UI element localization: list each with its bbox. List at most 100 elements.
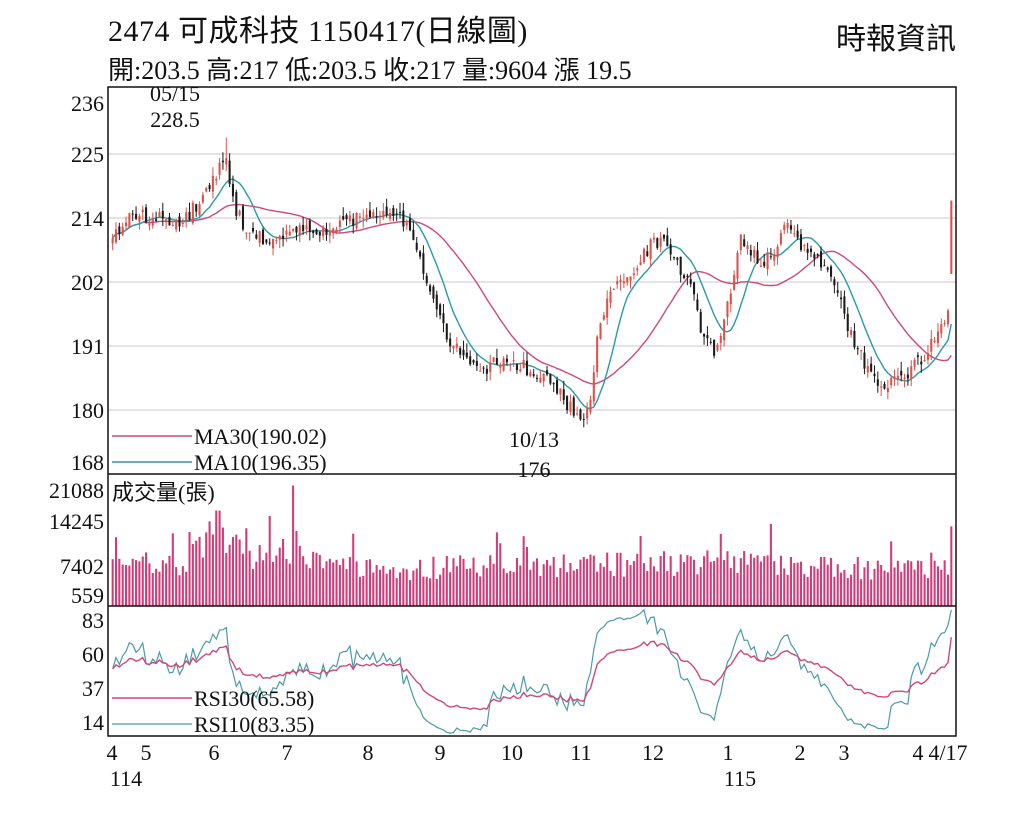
candle-body bbox=[499, 365, 502, 368]
ma10-line bbox=[112, 178, 952, 410]
candle-body bbox=[449, 338, 452, 347]
candle-body bbox=[278, 235, 281, 240]
candle-body bbox=[689, 279, 692, 284]
volume-bar bbox=[118, 558, 121, 606]
candle-body bbox=[405, 222, 408, 226]
candle-body bbox=[676, 257, 679, 260]
candle-body bbox=[138, 215, 141, 222]
volume-bar bbox=[228, 544, 231, 606]
candle-body bbox=[719, 335, 722, 344]
volume-bar bbox=[936, 566, 940, 606]
volume-bar bbox=[666, 571, 669, 606]
candle-body bbox=[783, 224, 786, 231]
candle-body bbox=[258, 231, 261, 243]
candle-body bbox=[559, 388, 562, 395]
volume-bar bbox=[231, 536, 234, 606]
volume-bar bbox=[763, 556, 766, 606]
candle-body bbox=[649, 239, 652, 259]
candle-body bbox=[946, 310, 950, 325]
volume-bar bbox=[155, 568, 158, 606]
volume-bar bbox=[419, 559, 422, 606]
volume-bar bbox=[505, 573, 508, 606]
candle-body bbox=[612, 288, 615, 290]
candle-body bbox=[619, 279, 622, 282]
volume-bar bbox=[482, 565, 485, 606]
volume-bar bbox=[813, 566, 816, 606]
candle-body bbox=[312, 230, 315, 234]
candle-body bbox=[492, 357, 495, 362]
candle-body bbox=[241, 206, 245, 230]
candle-body bbox=[813, 254, 816, 259]
volume-bar bbox=[749, 553, 752, 606]
volume-bar bbox=[723, 560, 726, 606]
volume-bar bbox=[312, 551, 315, 606]
candle-body bbox=[910, 366, 913, 380]
candle-body bbox=[596, 336, 599, 373]
volume-bar bbox=[492, 563, 495, 606]
volume-bar bbox=[853, 564, 856, 606]
volume-bar bbox=[315, 552, 318, 606]
volume-bar bbox=[445, 555, 448, 606]
trough-date-annotation: 10/13 bbox=[509, 427, 559, 452]
volume-bar bbox=[432, 556, 435, 606]
candle-body bbox=[642, 248, 645, 263]
candle-body bbox=[272, 238, 275, 249]
volume-bar bbox=[358, 576, 361, 606]
x-month-label: 7 bbox=[282, 740, 293, 765]
x-year-label: 114 bbox=[110, 766, 142, 791]
candle-body bbox=[388, 212, 392, 219]
candle-body bbox=[896, 375, 899, 380]
volume-bar bbox=[499, 543, 502, 606]
candle-body bbox=[368, 210, 371, 218]
volume-bar bbox=[191, 543, 194, 606]
candle-body bbox=[669, 244, 672, 255]
candle-body bbox=[796, 230, 799, 238]
candle-body bbox=[616, 281, 619, 285]
candle-body bbox=[799, 234, 803, 251]
volume-bar bbox=[860, 579, 863, 606]
x-month-label: 2 bbox=[795, 740, 806, 765]
candle-body bbox=[385, 206, 388, 216]
candle-body bbox=[883, 383, 886, 389]
volume-bar bbox=[325, 561, 328, 606]
volume-bar bbox=[322, 568, 325, 606]
candle-body bbox=[776, 246, 779, 258]
candle-body bbox=[358, 216, 361, 218]
volume-bar bbox=[171, 533, 174, 606]
candle-body bbox=[292, 229, 295, 231]
volume-bar bbox=[238, 539, 241, 606]
volume-bar bbox=[672, 575, 676, 606]
candle-body bbox=[682, 275, 686, 279]
volume-bar bbox=[803, 574, 806, 606]
candle-body bbox=[803, 245, 806, 247]
candle-body bbox=[525, 360, 529, 376]
candle-body bbox=[739, 234, 742, 251]
candle-body bbox=[906, 374, 909, 379]
volume-bar bbox=[261, 560, 265, 606]
candle-body bbox=[472, 360, 475, 363]
volume-bar bbox=[512, 572, 515, 606]
candle-body bbox=[900, 370, 903, 376]
candle-body bbox=[502, 358, 505, 371]
volume-bar bbox=[175, 567, 178, 606]
volume-bar bbox=[629, 565, 632, 606]
volume-bar bbox=[669, 556, 672, 606]
volume-bar bbox=[756, 555, 759, 606]
candle-body bbox=[672, 257, 676, 259]
candle-body bbox=[753, 249, 756, 258]
peak-date-annotation: 05/15 bbox=[150, 81, 200, 106]
candle-body bbox=[275, 240, 278, 242]
trough-price-annotation: 176 bbox=[518, 457, 551, 482]
volume-bar bbox=[522, 536, 525, 606]
volume-bar bbox=[429, 578, 432, 606]
volume-bar bbox=[495, 532, 498, 606]
volume-bar bbox=[659, 555, 662, 606]
volume-bar bbox=[201, 557, 204, 606]
volume-bar bbox=[168, 555, 171, 606]
price-tick-label: 168 bbox=[71, 450, 104, 475]
candle-body bbox=[826, 267, 829, 270]
volume-bar bbox=[893, 567, 896, 606]
candle-body bbox=[415, 242, 418, 250]
volume-bar bbox=[422, 576, 425, 606]
